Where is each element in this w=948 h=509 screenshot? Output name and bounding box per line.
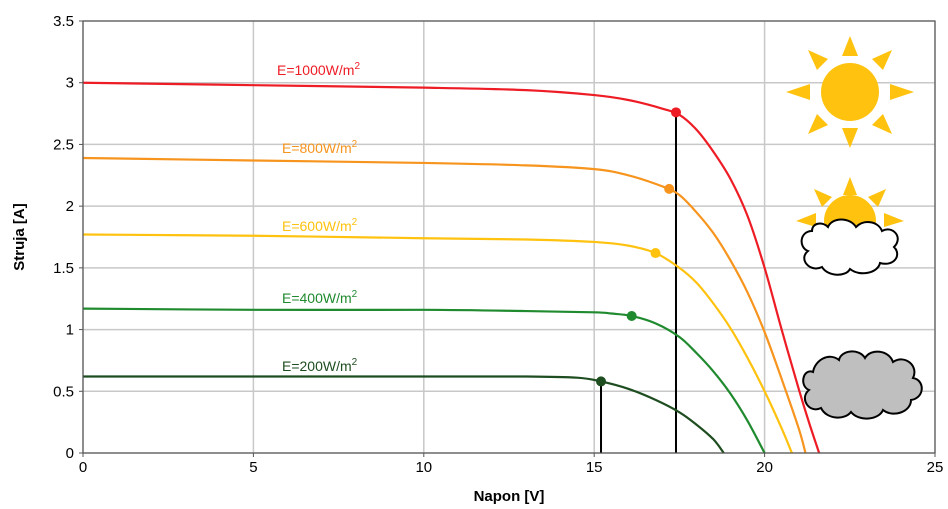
series-label-3: E=400W/m2 — [282, 289, 358, 306]
y-tick-label-3: 1.5 — [53, 260, 74, 277]
y-tick-label-0: 0 — [66, 445, 74, 462]
y-tick-label-5: 2.5 — [53, 136, 74, 153]
series-line-1 — [82, 156, 807, 454]
axes — [79, 20, 936, 457]
series-layer — [82, 81, 821, 454]
x-tick-label-5: 25 — [927, 459, 944, 476]
mpp-point-0 — [670, 107, 681, 118]
x-tick-label-3: 15 — [586, 459, 603, 476]
x-tick-label-1: 5 — [249, 459, 257, 476]
mpp-point-3 — [626, 310, 637, 321]
y-tick-label-6: 3 — [66, 75, 74, 92]
y-tick-label-4: 2 — [66, 198, 74, 215]
x-axis-title: Napon [V] — [474, 488, 545, 505]
series-line-3 — [82, 307, 766, 454]
series-label-4: E=200W/m2 — [282, 357, 358, 374]
mpp-point-4 — [596, 376, 607, 387]
mpp-point-1 — [664, 183, 675, 194]
x-tick-label-4: 20 — [756, 459, 773, 476]
y-axis-title: Struja [A] — [11, 203, 28, 271]
x-tick-label-0: 0 — [79, 459, 87, 476]
series-line-4 — [82, 375, 725, 454]
plot-frame — [82, 20, 936, 454]
mpp-point-2 — [650, 248, 661, 259]
series-label-0: E=1000W/m2 — [277, 61, 360, 78]
y-tick-label-7: 3.5 — [53, 13, 74, 30]
x-tick-label-2: 10 — [415, 459, 432, 476]
sun-icon — [786, 36, 914, 148]
y-tick-label-1: 0.5 — [53, 383, 74, 400]
series-label-1: E=800W/m2 — [282, 139, 358, 156]
sun-behind-cloud-icon — [796, 177, 904, 276]
y-tick-label-2: 1 — [66, 322, 74, 339]
series-line-0 — [82, 81, 821, 454]
gray-cloud-icon — [802, 350, 923, 420]
series-label-2: E=600W/m2 — [282, 217, 358, 234]
tick-labels: 0 5 10 15 20 25 0 0.5 1 1.5 2 2.5 3 3.5 — [53, 13, 943, 476]
series-labels: E=1000W/m2 E=800W/m2 E=600W/m2 E=400W/m2 E=2… — [277, 61, 360, 374]
